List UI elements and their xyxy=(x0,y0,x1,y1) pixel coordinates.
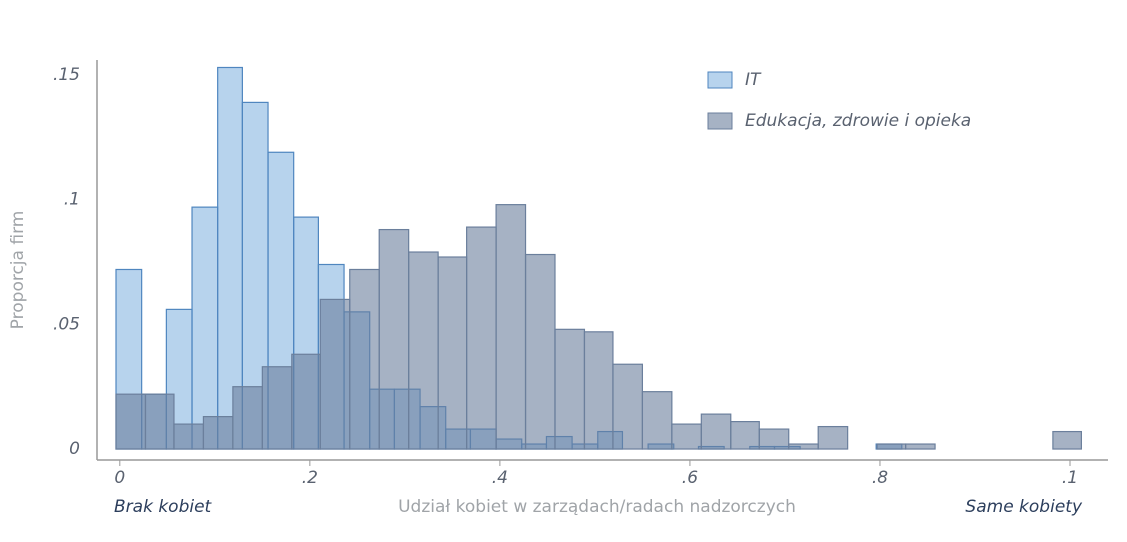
histogram-bar xyxy=(583,331,614,450)
histogram-bar xyxy=(905,443,936,450)
histogram-bar xyxy=(291,353,321,450)
x-tick-label: .8 xyxy=(872,468,888,488)
y-tick-label: .1 xyxy=(64,190,80,210)
legend-label: IT xyxy=(745,70,762,90)
histogram-bar xyxy=(319,298,351,450)
histogram-bar xyxy=(232,386,263,450)
legend-swatch xyxy=(707,112,733,130)
histogram-bar xyxy=(378,228,410,450)
histogram-bar xyxy=(191,206,219,450)
histogram-bar xyxy=(408,251,439,450)
histogram-bar xyxy=(612,363,644,450)
x-tick-label: .2 xyxy=(302,468,318,488)
y-axis-label: Proporcja firm xyxy=(8,211,28,330)
histogram-bar xyxy=(730,420,760,450)
histogram-bar xyxy=(641,391,673,450)
legend-label: Edukacja, zdrowie i opieka xyxy=(745,111,971,131)
histogram-bar xyxy=(437,256,468,450)
x-tick-label: .4 xyxy=(492,468,508,488)
y-tick-label: .05 xyxy=(53,314,80,334)
histogram-bar xyxy=(1052,430,1082,450)
histogram-bar xyxy=(173,423,205,450)
histogram-bar xyxy=(554,328,586,450)
histogram-bar xyxy=(144,393,175,450)
histogram-bar xyxy=(524,253,556,450)
x-axis-label: Udział kobiet w zarządach/radach nadzorc… xyxy=(398,497,796,517)
histogram-bar xyxy=(817,425,849,450)
x-tick-label: .1 xyxy=(1062,468,1078,488)
x-tick-label: .6 xyxy=(682,468,698,488)
histogram-bar xyxy=(202,416,234,450)
histogram-bar xyxy=(115,393,147,450)
histogram-bar xyxy=(876,443,907,450)
annotation: Same kobiety xyxy=(965,497,1083,517)
histogram-bar xyxy=(758,428,790,450)
legend-swatch xyxy=(707,71,733,89)
histogram-bar xyxy=(671,423,702,450)
histogram-bar xyxy=(700,413,732,450)
histogram-bar xyxy=(788,443,819,450)
histogram-bar xyxy=(261,366,293,450)
x-tick-label: 0 xyxy=(114,468,125,488)
histogram-bar xyxy=(466,226,497,450)
histogram-bar xyxy=(495,204,527,450)
y-tick-label: 0 xyxy=(69,439,80,459)
histogram-bar xyxy=(349,268,380,450)
y-tick-label: .15 xyxy=(53,65,80,85)
annotation: Brak kobiet xyxy=(114,497,213,517)
